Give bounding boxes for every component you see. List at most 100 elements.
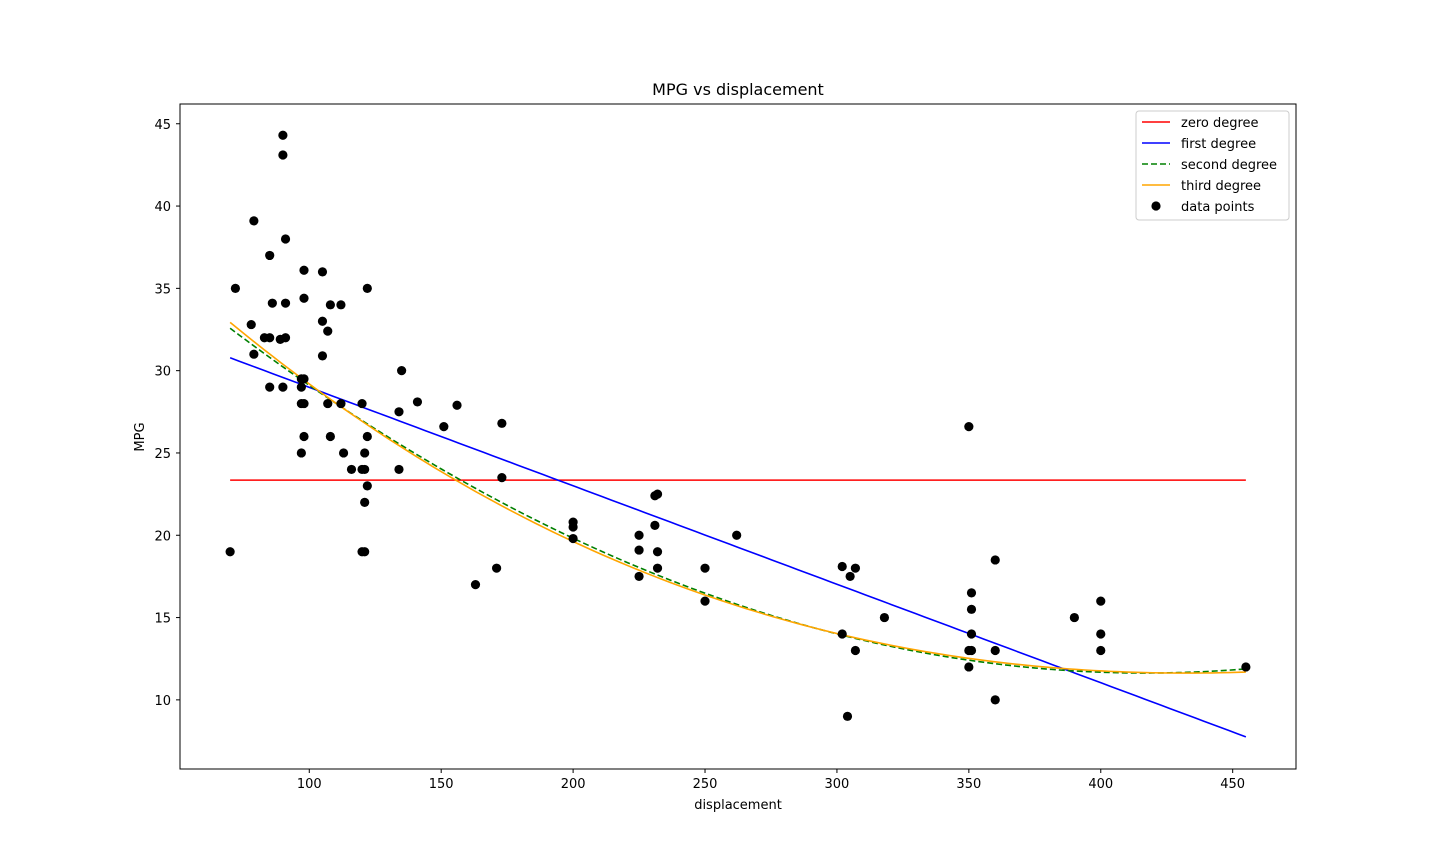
data-point bbox=[246, 319, 256, 330]
y-tick-label: 20 bbox=[154, 529, 171, 544]
data-point bbox=[267, 298, 277, 308]
data-point bbox=[323, 326, 333, 336]
data-point bbox=[265, 250, 275, 261]
series-line-first-degree bbox=[229, 357, 1247, 738]
data-point bbox=[299, 374, 309, 384]
data-point bbox=[346, 464, 357, 475]
data-point bbox=[323, 398, 333, 409]
data-point bbox=[652, 547, 663, 557]
data-point bbox=[362, 481, 372, 491]
data-point bbox=[700, 596, 710, 606]
y-tick-label: 15 bbox=[154, 612, 171, 627]
data-point bbox=[336, 300, 346, 310]
data-point bbox=[850, 563, 861, 573]
data-point bbox=[299, 265, 309, 275]
data-point bbox=[879, 612, 890, 623]
x-tick-label: 200 bbox=[561, 777, 586, 792]
data-point bbox=[317, 267, 328, 277]
data-point bbox=[650, 520, 660, 530]
data-point bbox=[338, 448, 349, 458]
data-point bbox=[439, 422, 449, 432]
data-point bbox=[964, 662, 974, 672]
legend-box bbox=[1135, 110, 1290, 221]
data-point bbox=[966, 629, 977, 639]
data-point bbox=[990, 555, 1000, 565]
series-line-second-degree bbox=[229, 327, 1246, 674]
x-tick-label: 250 bbox=[693, 777, 718, 792]
data-point bbox=[1241, 662, 1251, 672]
data-point bbox=[336, 398, 346, 409]
data-point bbox=[230, 283, 241, 293]
data-point bbox=[1096, 629, 1106, 639]
data-point bbox=[842, 711, 853, 721]
data-point bbox=[362, 283, 372, 293]
x-axis: 100 150 200 250 300 350 400 450 bbox=[297, 769, 1245, 792]
data-point bbox=[837, 629, 847, 639]
data-point bbox=[568, 522, 578, 532]
y-tick-label: 25 bbox=[154, 447, 171, 462]
y-tick-label: 35 bbox=[154, 282, 171, 297]
data-point bbox=[1096, 645, 1106, 656]
data-point bbox=[990, 695, 1000, 705]
data-point bbox=[394, 407, 404, 417]
data-point bbox=[278, 150, 288, 160]
data-point bbox=[652, 489, 663, 499]
data-point bbox=[732, 530, 742, 540]
data-point bbox=[1096, 596, 1106, 606]
chart-title: MPG vs displacement bbox=[652, 80, 824, 99]
data-point bbox=[452, 400, 462, 410]
data-point bbox=[634, 571, 644, 582]
data-point bbox=[845, 571, 855, 582]
legend-label: zero degree bbox=[1181, 116, 1259, 131]
x-axis-label: displacement bbox=[694, 798, 782, 813]
data-point bbox=[317, 316, 328, 326]
data-point bbox=[634, 545, 644, 555]
y-axis-label: MPG bbox=[133, 422, 148, 451]
x-tick-label: 300 bbox=[825, 777, 850, 792]
data-point bbox=[394, 464, 404, 475]
data-point bbox=[325, 300, 335, 310]
data-point bbox=[360, 448, 370, 458]
x-tick-label: 350 bbox=[956, 777, 981, 792]
data-point bbox=[966, 588, 977, 598]
plot-frame bbox=[179, 103, 1297, 770]
data-point bbox=[497, 418, 507, 428]
data-point bbox=[568, 533, 578, 544]
series-line-third-degree bbox=[229, 321, 1246, 674]
data-point bbox=[265, 382, 275, 392]
data-point bbox=[966, 645, 977, 656]
data-point bbox=[1069, 612, 1079, 623]
legend-swatch bbox=[1151, 201, 1161, 211]
data-point bbox=[966, 604, 977, 614]
y-tick-label: 30 bbox=[154, 365, 171, 380]
data-point bbox=[317, 351, 328, 361]
y-tick-label: 45 bbox=[154, 118, 171, 133]
data-point bbox=[850, 645, 861, 656]
data-point bbox=[470, 580, 481, 590]
data-point bbox=[278, 130, 288, 140]
data-point bbox=[249, 216, 259, 226]
data-point bbox=[412, 397, 423, 407]
data-point bbox=[634, 530, 644, 540]
x-tick-label: 150 bbox=[429, 777, 454, 792]
data-point bbox=[964, 422, 974, 432]
data-point bbox=[278, 382, 288, 392]
legend-label: third degree bbox=[1181, 179, 1261, 194]
data-point bbox=[249, 349, 259, 359]
data-point bbox=[360, 547, 370, 557]
data-point bbox=[491, 563, 502, 573]
y-tick-label: 10 bbox=[154, 694, 171, 709]
data-point bbox=[360, 464, 370, 475]
data-point bbox=[360, 497, 370, 507]
data-point bbox=[397, 366, 407, 376]
data-point bbox=[265, 333, 275, 343]
data-point bbox=[357, 398, 367, 409]
data-point bbox=[280, 333, 291, 343]
plot-area bbox=[225, 130, 1251, 738]
y-axis: 10 15 20 25 30 35 40 45 bbox=[154, 118, 180, 709]
data-point bbox=[652, 563, 663, 573]
data-point bbox=[497, 473, 507, 483]
legend-label: second degree bbox=[1181, 158, 1277, 173]
x-tick-label: 400 bbox=[1088, 777, 1113, 792]
